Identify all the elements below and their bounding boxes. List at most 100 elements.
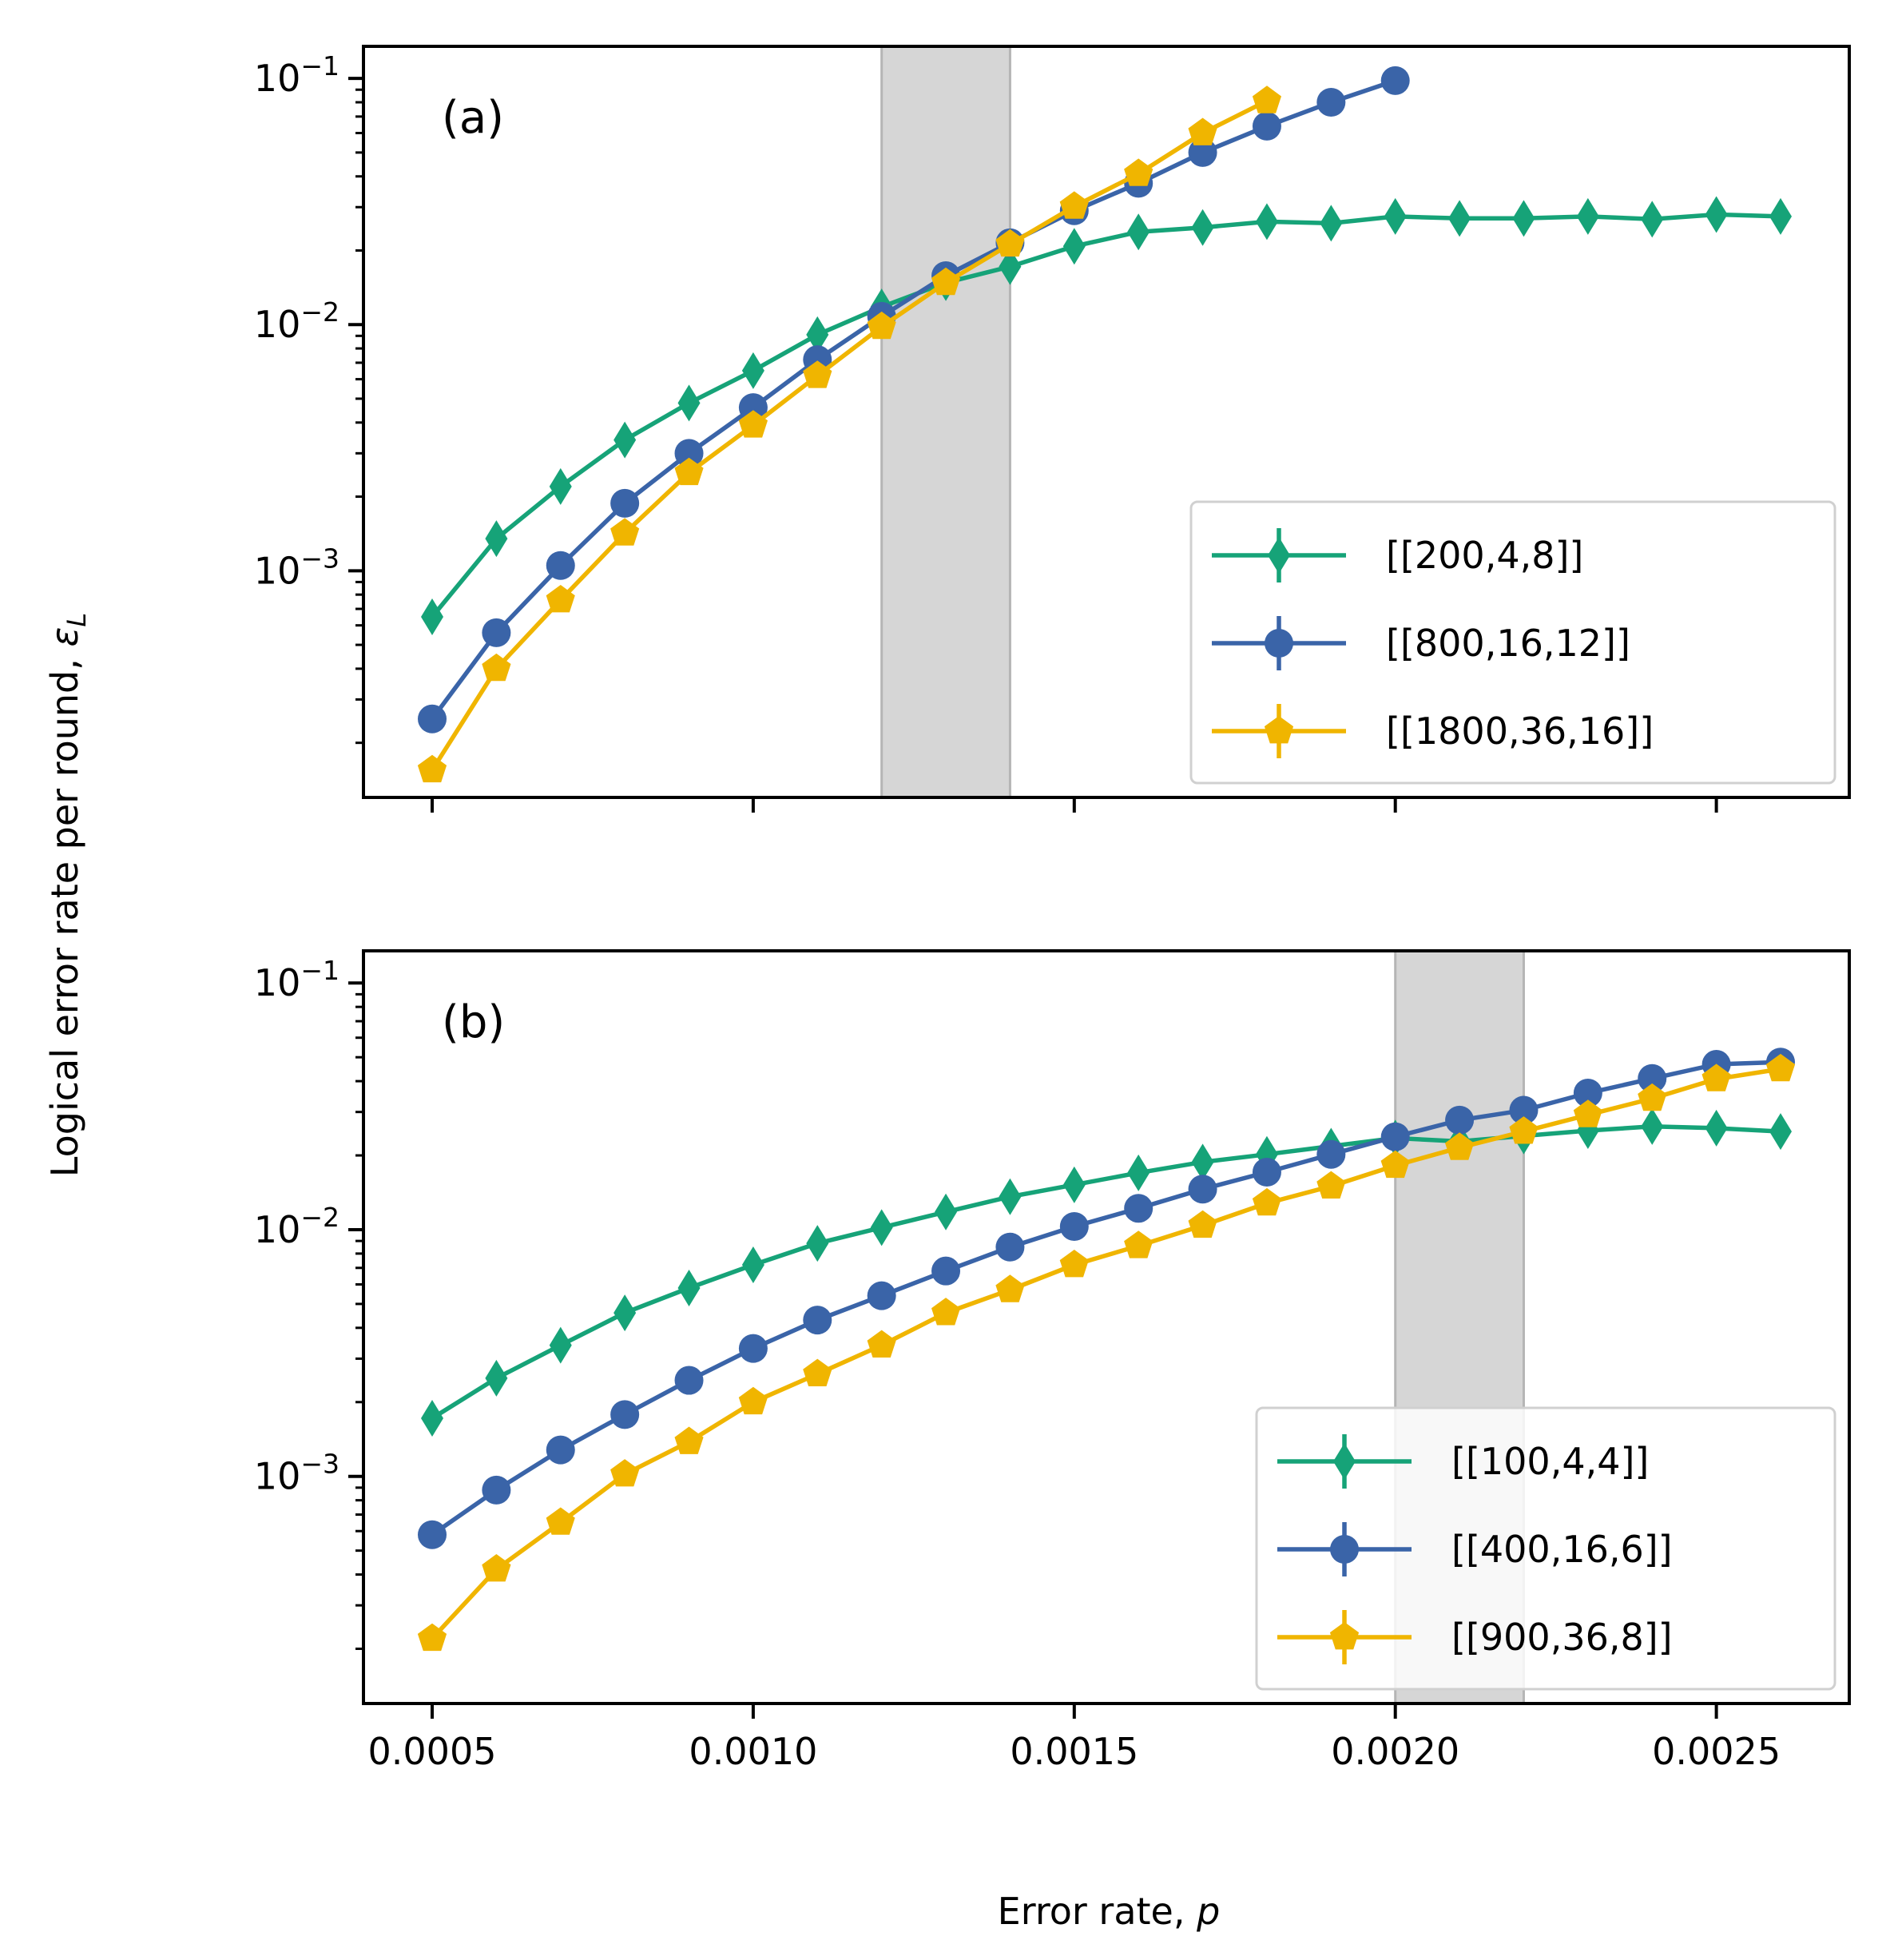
panel-a-data-point xyxy=(674,457,704,486)
panel-b-data-point xyxy=(1059,1250,1089,1278)
panel-a-legend-label: [[1800,36,16]] xyxy=(1386,710,1654,753)
panel-a-data-point xyxy=(613,421,637,459)
panel-a-axes-frame xyxy=(362,45,1851,799)
panel-a-data-point xyxy=(482,653,511,682)
panel-a-data-point xyxy=(421,598,444,635)
panel-a-legend-marker xyxy=(1264,716,1294,744)
panel-b-data-point xyxy=(1509,1116,1539,1144)
panel-a-legend-label: [[200,4,8]] xyxy=(1386,534,1583,577)
panel-b-data-point xyxy=(546,1507,575,1535)
panel-a-data-point xyxy=(610,488,640,518)
panel-b-data-point xyxy=(1124,1194,1153,1223)
panel-b-data-point xyxy=(1701,1063,1731,1091)
panel-b-y-tick-label: 10−3 xyxy=(254,1449,339,1498)
panel-a-data-point xyxy=(418,704,447,734)
panel-a-data-point xyxy=(417,754,447,783)
panel-b-data-point xyxy=(867,1281,896,1310)
panel-b: 0.0005 0.0010 0.0015 0.0020 0.0025 10−3 10−2 10… xyxy=(254,949,1851,1773)
panel-b-x-tick-label: 0.0005 xyxy=(368,1730,497,1773)
panel-b-data-point xyxy=(1638,1063,1667,1093)
panel-a-data-point xyxy=(674,439,704,468)
panel-b-legend-entry: [[900,36,8]] xyxy=(1277,1610,1673,1664)
panel-b-x-tick-label: 0.0015 xyxy=(1010,1730,1138,1773)
panel-b-data-point xyxy=(1062,1166,1086,1203)
panel-a-data-point xyxy=(931,267,961,296)
panel-b-legend-entry: [[100,4,4]] xyxy=(1277,1434,1649,1489)
panel-b-series-2 xyxy=(417,1053,1796,1652)
panel-a-data-point xyxy=(867,311,896,340)
panel-b-data-point xyxy=(741,1246,764,1284)
y-axis-label: Logical error rate per round, εL xyxy=(43,613,92,1177)
panel-b-x-tick-label: 0.0020 xyxy=(1331,1730,1459,1773)
panel-b-data-point xyxy=(1445,1132,1475,1160)
panel-b-y-tick-label: 10−2 xyxy=(254,1202,339,1251)
panel-b-data-point xyxy=(1316,1171,1346,1199)
panel-a-series-line xyxy=(430,98,1269,772)
panel-b-data-point xyxy=(1445,1105,1475,1135)
panel-a-data-point xyxy=(482,618,511,647)
panel-a-data-point xyxy=(1124,158,1153,186)
panel-a-legend-marker xyxy=(1265,629,1293,658)
panel-a-y-tick-label: 10−1 xyxy=(254,50,339,100)
panel-a-data-point xyxy=(741,352,764,389)
panel-b-data-point xyxy=(677,1270,701,1307)
panel-a-data-point xyxy=(1062,228,1086,265)
panel-b-data-point xyxy=(870,1209,893,1246)
panel-a-y-tick-label: 10−3 xyxy=(254,543,339,592)
panel-a-data-point xyxy=(1127,213,1150,251)
panel-a-data-point xyxy=(1512,200,1535,237)
panel-b-data-point xyxy=(1765,1053,1796,1082)
panel-a-legend-entry: [[800,16,12]] xyxy=(1212,616,1630,670)
panel-b-data-point xyxy=(935,1193,958,1230)
panel-b-data-point xyxy=(999,1178,1022,1215)
panel-b-data-point xyxy=(613,1294,637,1332)
panel-b-axes-frame xyxy=(362,949,1851,1705)
panel-a-data-point xyxy=(1320,205,1343,242)
panel-b-data-point xyxy=(485,1359,508,1397)
panel-b-data-point xyxy=(1509,1095,1539,1125)
panel-b-data-point xyxy=(806,1225,829,1262)
x-axis-label-symbol: p xyxy=(1196,1890,1220,1933)
panel-b-data-point xyxy=(1705,1109,1728,1147)
panel-b-data-point xyxy=(995,1274,1025,1302)
panel-b-data-point xyxy=(803,1358,832,1386)
panel-b-data-point xyxy=(738,1386,768,1415)
panel-a-data-point xyxy=(677,384,701,422)
panel-b-data-point xyxy=(1188,1210,1217,1238)
panel-a-legend: [[200,4,8]] [[800,16,12]] [[1800,36,16]] xyxy=(1189,500,1836,785)
panel-b-data-point xyxy=(421,1399,444,1437)
panel-b-x-tick-label: 0.0010 xyxy=(689,1730,817,1773)
panel-b-legend-label: [[900,36,8]] xyxy=(1451,1616,1673,1659)
panel-b-data-point xyxy=(1380,1122,1410,1151)
panel-a-legend-entry: [[1800,36,16]] xyxy=(1212,704,1654,758)
panel-b-data-point xyxy=(549,1326,572,1364)
panel-a-data-point xyxy=(806,316,829,353)
panel-b-data-point xyxy=(610,1459,640,1487)
panel-a-data-point xyxy=(1769,197,1792,235)
panel-a-data-point xyxy=(995,229,1025,257)
panel-b-legend-label: [[400,16,6]] xyxy=(1451,1528,1673,1571)
panel-a-series-0 xyxy=(421,196,1792,635)
panel-a-legend-marker xyxy=(1268,537,1290,574)
panel-b-data-point xyxy=(1638,1083,1667,1111)
panel-a-data-point xyxy=(546,551,575,580)
panel-a: 10−310−210−1(a)[[200,4,8]][[800,16,12]][… xyxy=(254,45,1851,813)
panel-a-legend-label: [[800,16,12]] xyxy=(1386,622,1630,665)
panel-a-series-line xyxy=(430,212,1781,618)
panel-b-data-point xyxy=(1252,1187,1281,1216)
panel-b-data-point xyxy=(482,1554,511,1582)
panel-a-legend-entry: [[200,4,8]] xyxy=(1212,528,1583,582)
panel-a-data-point xyxy=(1641,201,1664,238)
panel-b-data-point xyxy=(482,1475,511,1505)
panel-b-legend-label: [[100,4,4]] xyxy=(1451,1440,1649,1483)
panel-b-data-point xyxy=(1124,1230,1153,1258)
panel-b-legend-marker xyxy=(1330,1535,1359,1564)
panel-a-data-point xyxy=(1316,88,1346,117)
panel-b-data-point xyxy=(610,1400,640,1429)
panel-b-legend-frame xyxy=(1255,1406,1836,1691)
panel-a-data-point xyxy=(1384,197,1407,235)
panel-b-data-point xyxy=(417,1623,447,1652)
panel-b-x-tick-label: 0.0025 xyxy=(1652,1730,1781,1773)
panel-a-label: (a) xyxy=(442,92,504,144)
panel-b-data-point xyxy=(674,1426,704,1454)
